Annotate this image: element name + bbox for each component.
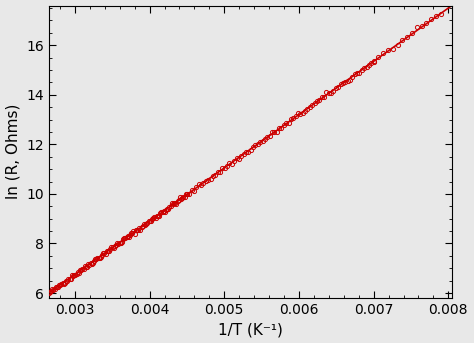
Y-axis label: ln (R, Ohms): ln (R, Ohms) bbox=[6, 104, 20, 200]
X-axis label: 1/T (K⁻¹): 1/T (K⁻¹) bbox=[218, 322, 283, 338]
